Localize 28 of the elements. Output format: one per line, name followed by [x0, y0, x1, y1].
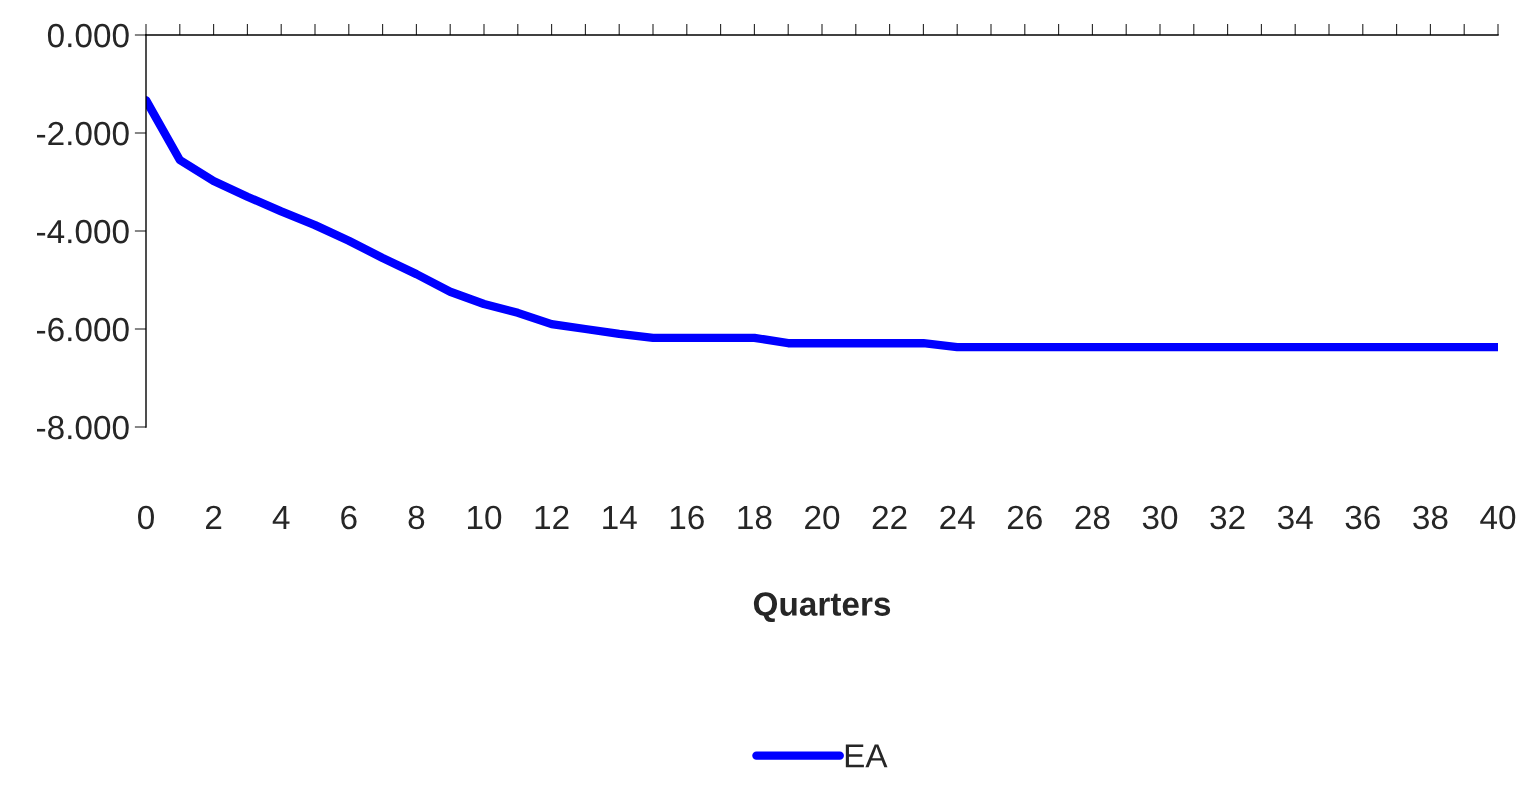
x-tick-label: 34 — [1277, 505, 1313, 530]
x-tick-label: 38 — [1413, 505, 1448, 530]
x-tick-label: 24 — [940, 505, 975, 529]
x-tick-label: 12 — [535, 505, 569, 529]
x-tick-label: 32 — [1210, 505, 1245, 530]
y-tick-label: 0.000 — [47, 23, 129, 48]
x-tick-label: 30 — [1142, 505, 1178, 530]
x-tick-label: 26 — [1007, 505, 1042, 530]
x-tick-label: 28 — [1075, 505, 1110, 530]
x-tick-label: 20 — [805, 505, 840, 530]
y-tick-label: -4.000 — [37, 219, 129, 244]
x-tick-label: 36 — [1345, 505, 1380, 530]
x-tick-label: 40 — [1480, 505, 1516, 530]
x-tick-label: 10 — [468, 505, 502, 530]
x-tick-label: 14 — [603, 506, 637, 529]
x-axis-title: Quarters — [753, 592, 891, 623]
x-tick-label: 4 — [272, 506, 290, 529]
x-tick-label: 8 — [408, 505, 425, 530]
x-tick-label: 16 — [670, 505, 704, 530]
x-tick-label: 18 — [738, 505, 772, 530]
x-tick-label: 6 — [341, 505, 357, 530]
x-tick-label: 0 — [138, 505, 154, 530]
y-tick-label: -6.000 — [37, 317, 129, 342]
y-tick-label: -8.000 — [37, 415, 129, 440]
x-tick-label: 22 — [872, 505, 907, 529]
y-tick-label: -2.000 — [37, 121, 129, 146]
legend-label: EA — [845, 744, 888, 768]
x-tick-label: 2 — [206, 505, 222, 529]
